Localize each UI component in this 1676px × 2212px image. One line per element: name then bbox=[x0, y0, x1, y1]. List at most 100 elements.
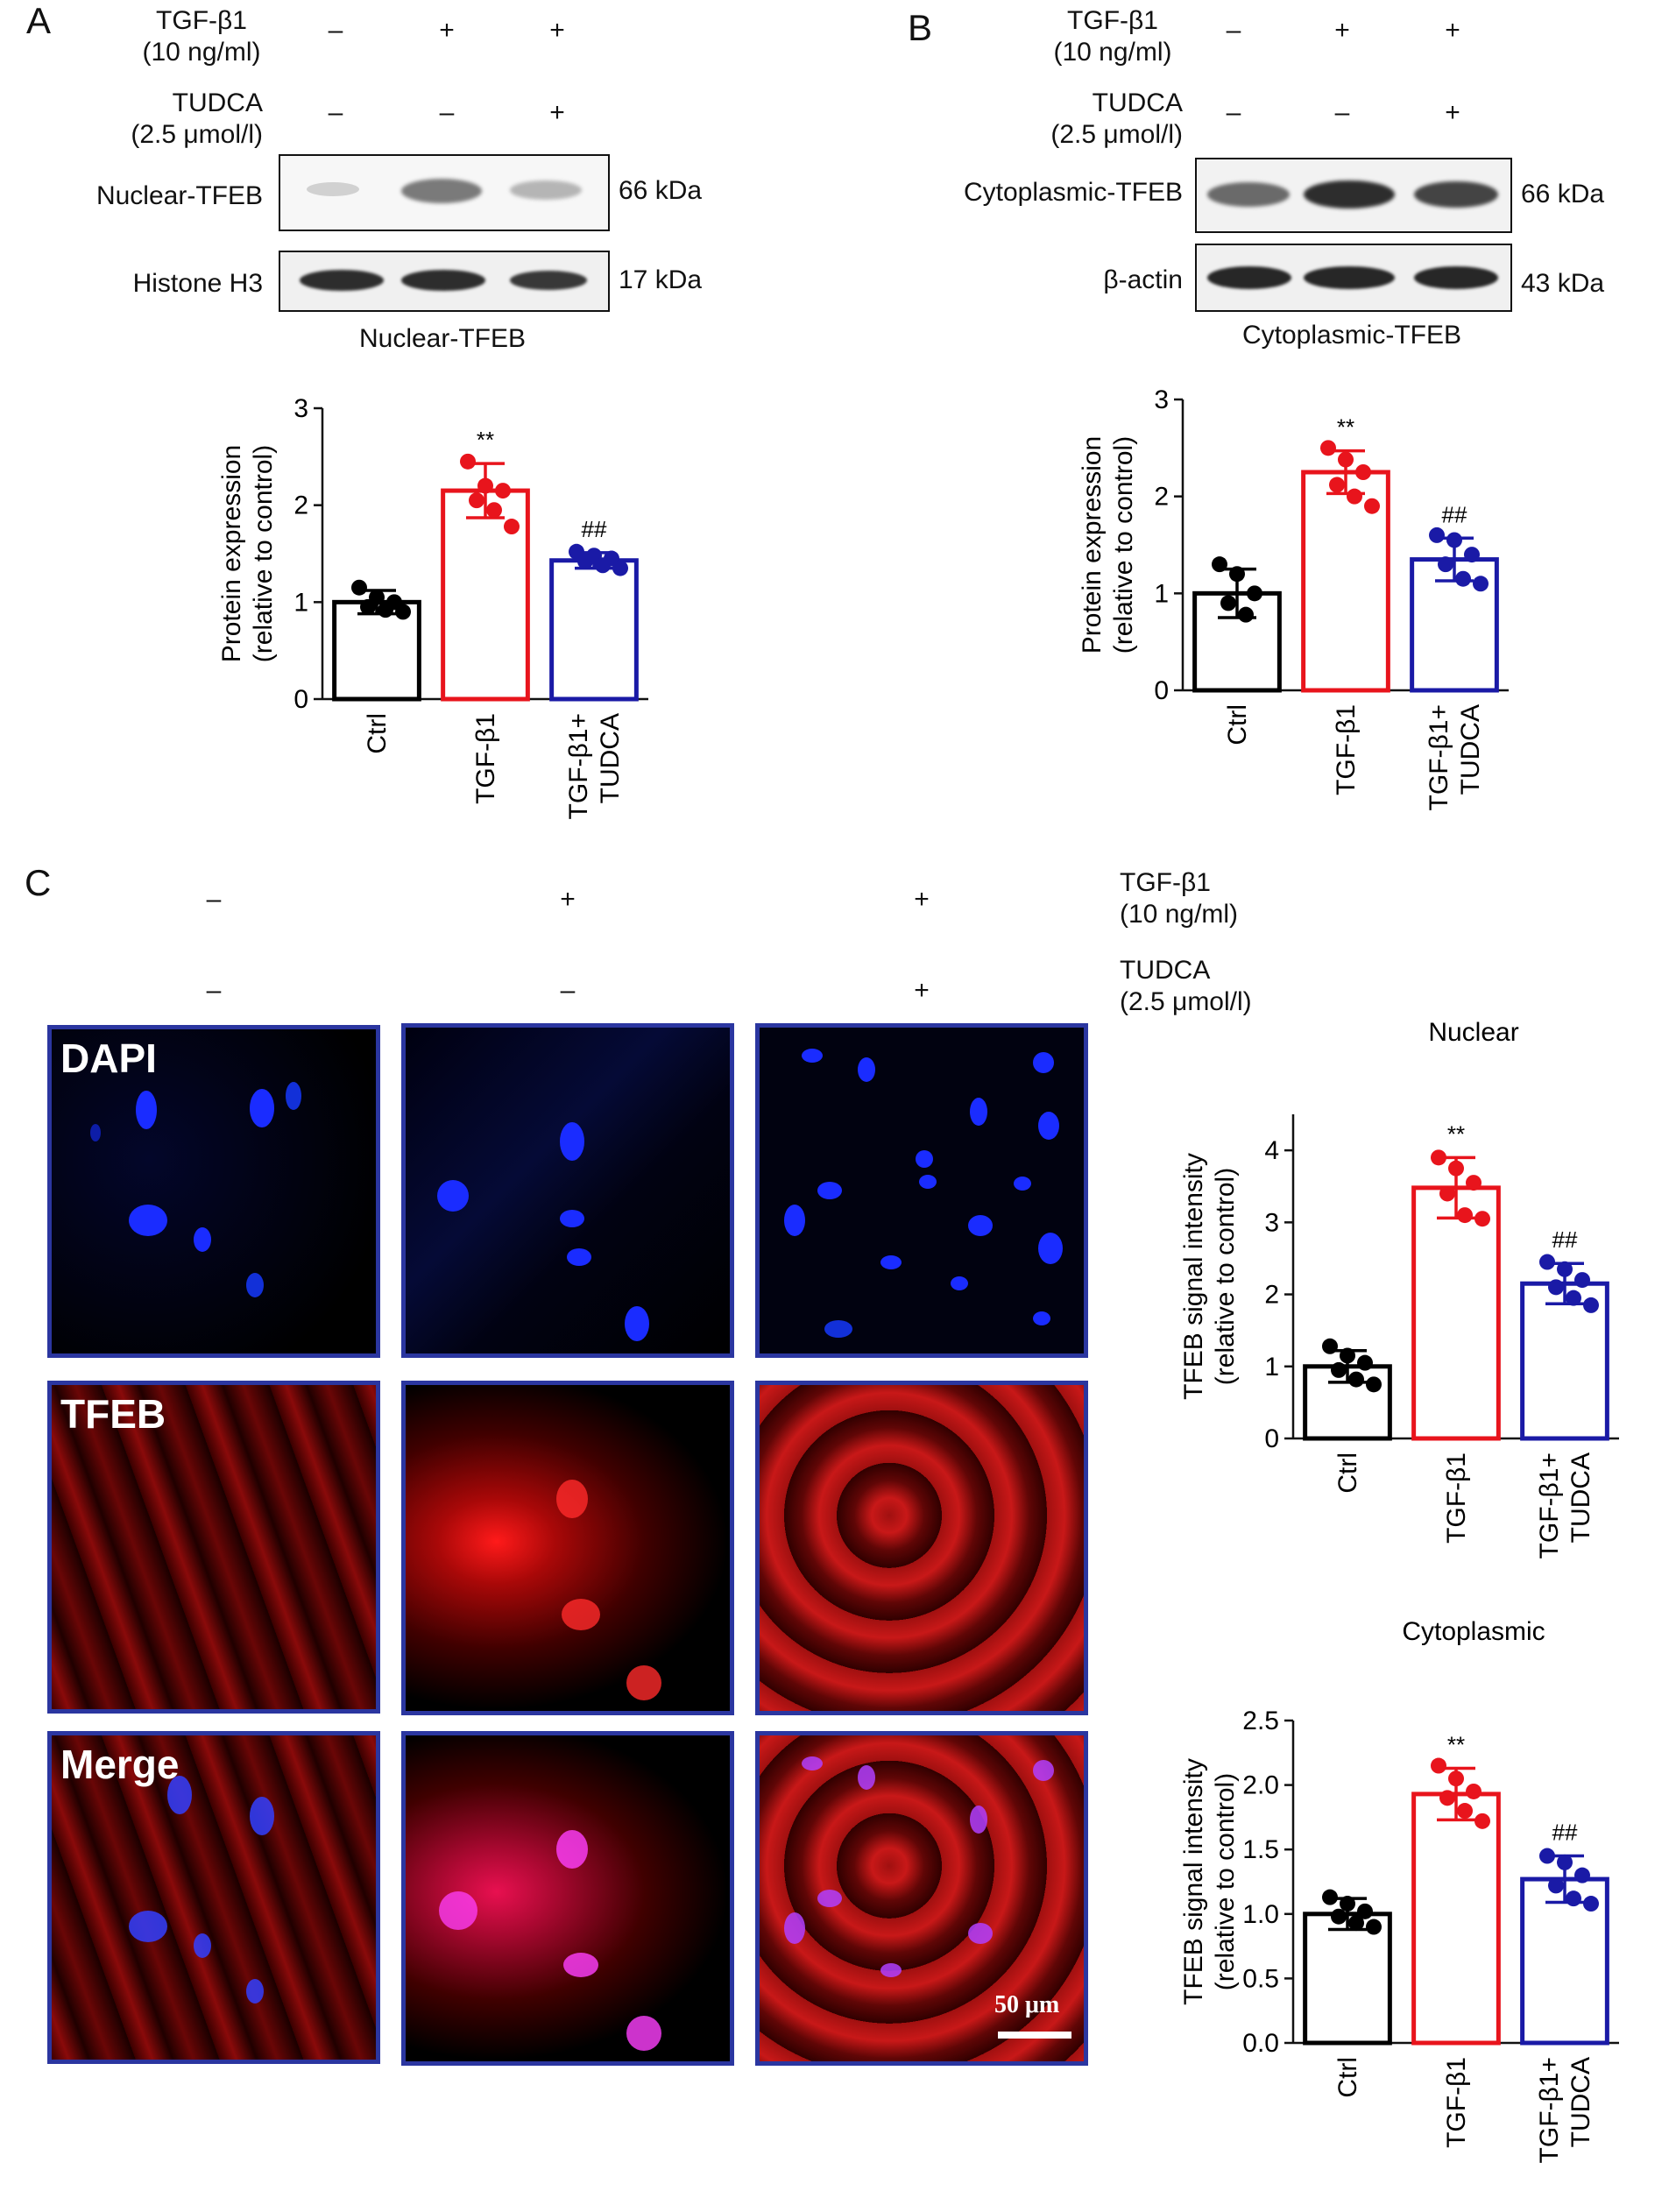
data-point bbox=[1557, 1261, 1573, 1277]
y-tick-label: 2.0 bbox=[1242, 1771, 1279, 1800]
category-label-line: TGF-β1 bbox=[1332, 704, 1361, 795]
bar bbox=[1411, 1185, 1501, 1441]
band bbox=[510, 180, 582, 200]
category-label-line: TUDCA bbox=[1566, 1452, 1595, 1543]
data-point bbox=[378, 602, 393, 618]
chart-title: Nuclear bbox=[1428, 1018, 1518, 1047]
band bbox=[510, 271, 587, 290]
nuclei bbox=[437, 1122, 649, 1341]
tgf-sign-c-2: + bbox=[560, 885, 576, 914]
y-tick-label: 1.0 bbox=[1242, 1900, 1279, 1929]
tgf-sign-a-1: – bbox=[328, 16, 343, 45]
data-point bbox=[1566, 1290, 1581, 1306]
blot-row-label-b-2: β-actin bbox=[1103, 265, 1183, 294]
significance-label: ** bbox=[1337, 414, 1354, 441]
category-label-line: TUDCA bbox=[1456, 704, 1485, 795]
micrograph-merge-tgf bbox=[401, 1731, 734, 2066]
blot-b-cytoplasmic-tfeb bbox=[1195, 158, 1512, 233]
bar bbox=[1303, 1912, 1392, 2046]
band bbox=[1207, 266, 1291, 289]
y-tick-label: 0 bbox=[293, 685, 308, 714]
tudca-label-a-line2: (2.5 μmol/l) bbox=[131, 120, 263, 149]
category-label-line: Ctrl bbox=[1333, 1452, 1362, 1494]
y-tick-label: 2 bbox=[1264, 1281, 1279, 1310]
data-point bbox=[1238, 606, 1254, 623]
data-point bbox=[1548, 1877, 1564, 1894]
category-label: TGF-β1+ TUDCA bbox=[564, 713, 625, 819]
data-point bbox=[1574, 1867, 1590, 1883]
data-point bbox=[477, 477, 493, 494]
y-axis-label-line: (relative to control) bbox=[1211, 1773, 1240, 1990]
y-axis-label: TFEB signal intensity (relative to contro… bbox=[1179, 1758, 1240, 2005]
panel-a-letter: A bbox=[26, 0, 52, 41]
data-point bbox=[1364, 498, 1380, 514]
data-point bbox=[1446, 532, 1462, 548]
micrograph-tfeb-tgf bbox=[401, 1381, 734, 1715]
tudca-sign-b-2: – bbox=[1334, 98, 1350, 127]
tgf-label-c-line1: TGF-β1 bbox=[1120, 868, 1211, 897]
tudca-sign-c-1: – bbox=[206, 976, 222, 1005]
category-label-line: TGF-β1+ bbox=[1535, 2057, 1564, 2163]
data-point bbox=[1439, 1790, 1455, 1806]
panel-c-letter: C bbox=[25, 862, 52, 903]
nuclei bbox=[90, 1082, 301, 1297]
y-axis-label: Protein expression (relative to control) bbox=[217, 445, 278, 662]
category-label: Ctrl bbox=[363, 713, 392, 754]
data-point bbox=[1331, 1361, 1347, 1378]
blot-row-label-b-1: Cytoplasmic-TFEB bbox=[963, 178, 1183, 207]
data-point bbox=[1431, 1149, 1446, 1166]
scale-bar-label: 50 μm bbox=[994, 1991, 1060, 2018]
data-point bbox=[1474, 1813, 1490, 1829]
chart-title: Cytoplasmic bbox=[1402, 1617, 1545, 1646]
micrograph-dapi-tgf bbox=[401, 1023, 734, 1358]
tudca-label-a-line1: TUDCA bbox=[172, 88, 263, 117]
y-tick-label: 2 bbox=[1154, 483, 1169, 512]
blot-caption-a: Nuclear-TFEB bbox=[358, 324, 527, 353]
category-label-line: TGF-β1 bbox=[1442, 1452, 1471, 1544]
y-tick-label: 4 bbox=[1264, 1136, 1279, 1165]
data-point bbox=[577, 553, 593, 569]
micrograph-tfeb-tudca bbox=[755, 1381, 1088, 1715]
tudca-label-a: TUDCA (2.5 μmol/l) bbox=[112, 88, 263, 151]
data-point bbox=[495, 483, 511, 499]
channel-label: DAPI bbox=[60, 1035, 157, 1081]
data-point bbox=[1539, 1254, 1555, 1270]
data-point bbox=[1331, 1908, 1347, 1925]
y-tick-label: 1 bbox=[1264, 1353, 1279, 1382]
data-point bbox=[1574, 1272, 1590, 1289]
y-axis-label-line: TFEB signal intensity bbox=[1179, 1153, 1208, 1400]
data-point bbox=[1473, 576, 1489, 592]
significance-label: ** bbox=[477, 427, 494, 453]
significance-label: ## bbox=[1552, 1226, 1578, 1253]
micrograph-tfeb-ctrl: TFEB bbox=[47, 1381, 380, 1714]
data-point bbox=[1448, 1770, 1464, 1787]
channel-label: TFEB bbox=[60, 1391, 166, 1437]
data-point bbox=[1366, 1919, 1382, 1935]
significance-label: ## bbox=[1552, 1820, 1578, 1846]
data-point bbox=[1212, 556, 1227, 573]
data-point bbox=[469, 492, 484, 509]
category-label: TGF-β1 bbox=[1442, 2057, 1471, 2148]
data-point bbox=[1366, 1376, 1382, 1393]
category-label-line: TGF-β1 bbox=[1442, 2057, 1471, 2148]
y-axis-label-line: Protein expression bbox=[217, 445, 246, 662]
y-axis-label: Protein expression (relative to control) bbox=[1078, 436, 1138, 654]
tgf-label-b-line2: (10 ng/ml) bbox=[1053, 38, 1172, 67]
tgf-sign-c-3: + bbox=[914, 885, 930, 914]
tudca-label-b-line2: (2.5 μmol/l) bbox=[1050, 120, 1183, 149]
y-tick-label: 1 bbox=[1154, 579, 1169, 608]
y-axis-label-line: Protein expression bbox=[1078, 436, 1107, 654]
category-label: Ctrl bbox=[1223, 704, 1252, 746]
micrograph-merge-ctrl: Merge bbox=[47, 1731, 380, 2064]
y-axis-label: TFEB signal intensity (relative to contro… bbox=[1179, 1153, 1240, 1400]
tgf-label-a-line2: (10 ng/ml) bbox=[142, 38, 261, 67]
nuclei bbox=[784, 1049, 1063, 1338]
bar bbox=[332, 599, 421, 702]
scale-bar bbox=[998, 2032, 1071, 2039]
data-point bbox=[1340, 1896, 1355, 1912]
band bbox=[307, 182, 359, 196]
tudca-label-b-line1: TUDCA bbox=[1092, 88, 1183, 117]
data-point bbox=[1539, 1848, 1555, 1864]
tudca-sign-b-3: + bbox=[1445, 98, 1460, 127]
